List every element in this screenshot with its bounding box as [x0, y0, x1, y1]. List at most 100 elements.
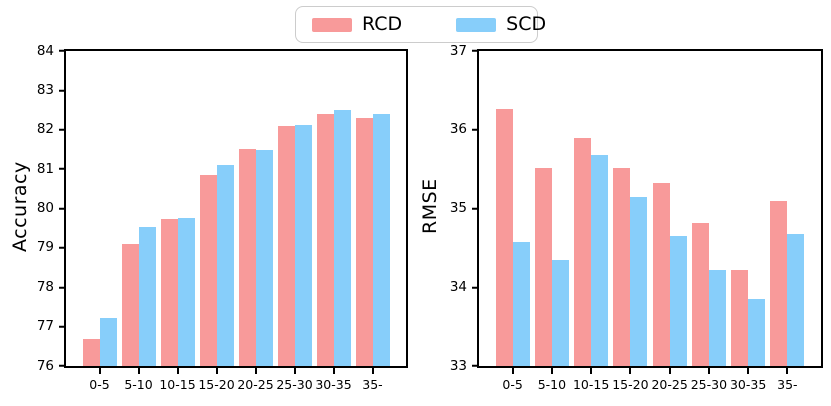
x-tick-label: 10-15	[159, 377, 196, 392]
legend-entry-scd: SCD	[456, 15, 546, 34]
y-tick-80: 80	[37, 201, 66, 216]
bar-group-10-15	[158, 51, 197, 366]
x-tick-30-35: 30-35	[314, 366, 353, 392]
x-tick-label: 20-25	[237, 377, 274, 392]
bar-scd-35-	[372, 114, 390, 366]
x-tick-label: 30-35	[729, 377, 767, 392]
bar-scd-30-35	[748, 299, 766, 366]
y-tick-mark	[59, 365, 66, 367]
y-tick-82: 82	[36, 121, 66, 137]
x-tick-30-35: 30-35	[729, 366, 768, 392]
x-tick-mark	[293, 368, 296, 374]
x-tick-label: 15-20	[198, 377, 235, 392]
x-tick-25-30: 25-30	[689, 366, 728, 392]
bar-group-25-30	[689, 51, 728, 366]
bar-rcd-35-	[355, 118, 373, 366]
x-tick-label: 25-30	[276, 377, 313, 392]
y-tick-mark	[472, 286, 479, 289]
bar-group-20-25	[236, 51, 275, 366]
bar-scd-15-20	[216, 165, 234, 366]
rmse-plot-area: 33 34 35 36 37 0-5 5-10 10-15 15-20 20-25 25-30 30…	[450, 44, 823, 392]
x-tick-25-30: 25-30	[275, 366, 314, 392]
x-tick-20-25: 20-25	[236, 366, 275, 392]
y-tick-label: 81	[36, 160, 54, 177]
y-tick-label: 76	[36, 357, 54, 374]
bar-group-15-20	[197, 51, 236, 366]
rmse-bars-container	[479, 51, 821, 366]
y-tick-76: 76	[37, 359, 66, 373]
x-tick-15-20: 15-20	[611, 366, 650, 392]
y-tick-label: 84	[36, 42, 54, 59]
y-tick-label: 77	[36, 317, 54, 334]
bar-rcd-30-35	[731, 269, 749, 366]
bar-group-35-	[768, 51, 807, 366]
y-tick-37: 37	[450, 44, 479, 58]
bar-scd-20-25	[255, 150, 273, 366]
bar-group-0-5	[493, 51, 532, 366]
y-tick-mark	[59, 207, 66, 210]
y-tick-33: 33	[450, 359, 479, 373]
x-tick-mark	[215, 368, 218, 374]
bar-scd-25-30	[708, 269, 726, 366]
accuracy-plot-area: 76 77 78 79 80 81 82 83 84 0-5 5-10 10-15 15-20 20-2…	[37, 44, 408, 392]
y-tick-83: 83	[37, 83, 66, 98]
bar-rcd-5-10	[121, 243, 139, 366]
accuracy-x-axis-ticks: 0-5 5-10 10-15 15-20 20-25 25-30 30-35 35-	[66, 366, 406, 392]
y-tick-mark	[59, 325, 66, 328]
y-tick-78: 78	[37, 280, 66, 295]
y-tick-36: 36	[449, 121, 479, 137]
bar-scd-10-15	[591, 154, 609, 366]
x-tick-15-20: 15-20	[197, 366, 236, 392]
x-tick-mark	[511, 368, 514, 374]
y-tick-79: 79	[37, 241, 66, 255]
x-tick-label: 10-15	[572, 377, 610, 392]
y-tick-mark	[472, 50, 479, 52]
bar-rcd-15-20	[613, 167, 631, 366]
y-tick-34: 34	[450, 280, 479, 295]
y-tick-35: 35	[450, 201, 479, 216]
bar-rcd-20-25	[238, 149, 256, 366]
y-tick-label: 36	[449, 121, 467, 137]
y-tick-77: 77	[36, 317, 66, 334]
x-tick-mark	[707, 368, 710, 374]
legend-label-rcd: RCD	[362, 13, 403, 35]
y-tick-84: 84	[37, 44, 66, 58]
bar-group-25-30	[275, 51, 314, 366]
x-tick-mark	[590, 368, 593, 374]
bar-scd-0-5	[512, 241, 530, 366]
x-tick-mark	[747, 368, 750, 374]
x-tick-mark	[786, 368, 789, 374]
accuracy-bars-container	[66, 51, 406, 366]
bar-rcd-0-5	[495, 109, 513, 366]
x-tick-0-5: 0-5	[493, 366, 532, 392]
x-tick-label: 30-35	[315, 377, 352, 392]
bar-scd-5-10	[551, 259, 569, 366]
rmse-x-axis-ticks: 0-5 5-10 10-15 15-20 20-25 25-30 30-35 35-	[479, 366, 821, 392]
bar-rcd-5-10	[534, 168, 552, 366]
x-tick-20-25: 20-25	[650, 366, 689, 392]
bar-rcd-35-	[770, 200, 788, 366]
y-tick-label: 82	[36, 121, 54, 137]
y-tick-mark	[59, 286, 66, 289]
bar-rcd-30-35	[316, 114, 334, 366]
y-tick-label: 37	[449, 42, 467, 59]
y-tick-label: 33	[449, 357, 467, 374]
bar-rcd-10-15	[160, 218, 178, 366]
legend: RCD SCD	[295, 6, 546, 43]
rmse-y-axis-ticks: 33 34 35 36 37	[421, 44, 479, 372]
bar-rcd-0-5	[82, 339, 100, 366]
bar-group-30-35	[729, 51, 768, 366]
bar-scd-10-15	[177, 217, 195, 366]
x-tick-mark	[176, 368, 179, 374]
y-tick-mark	[472, 128, 479, 131]
x-tick-mark	[332, 368, 335, 374]
x-tick-label: 35-	[362, 377, 383, 392]
y-tick-mark	[59, 128, 66, 131]
x-tick-label: 25-30	[690, 377, 728, 392]
x-tick-mark	[629, 368, 632, 374]
bar-scd-5-10	[138, 227, 156, 366]
x-tick-35-: 35-	[768, 366, 807, 392]
bar-rcd-20-25	[652, 182, 670, 366]
